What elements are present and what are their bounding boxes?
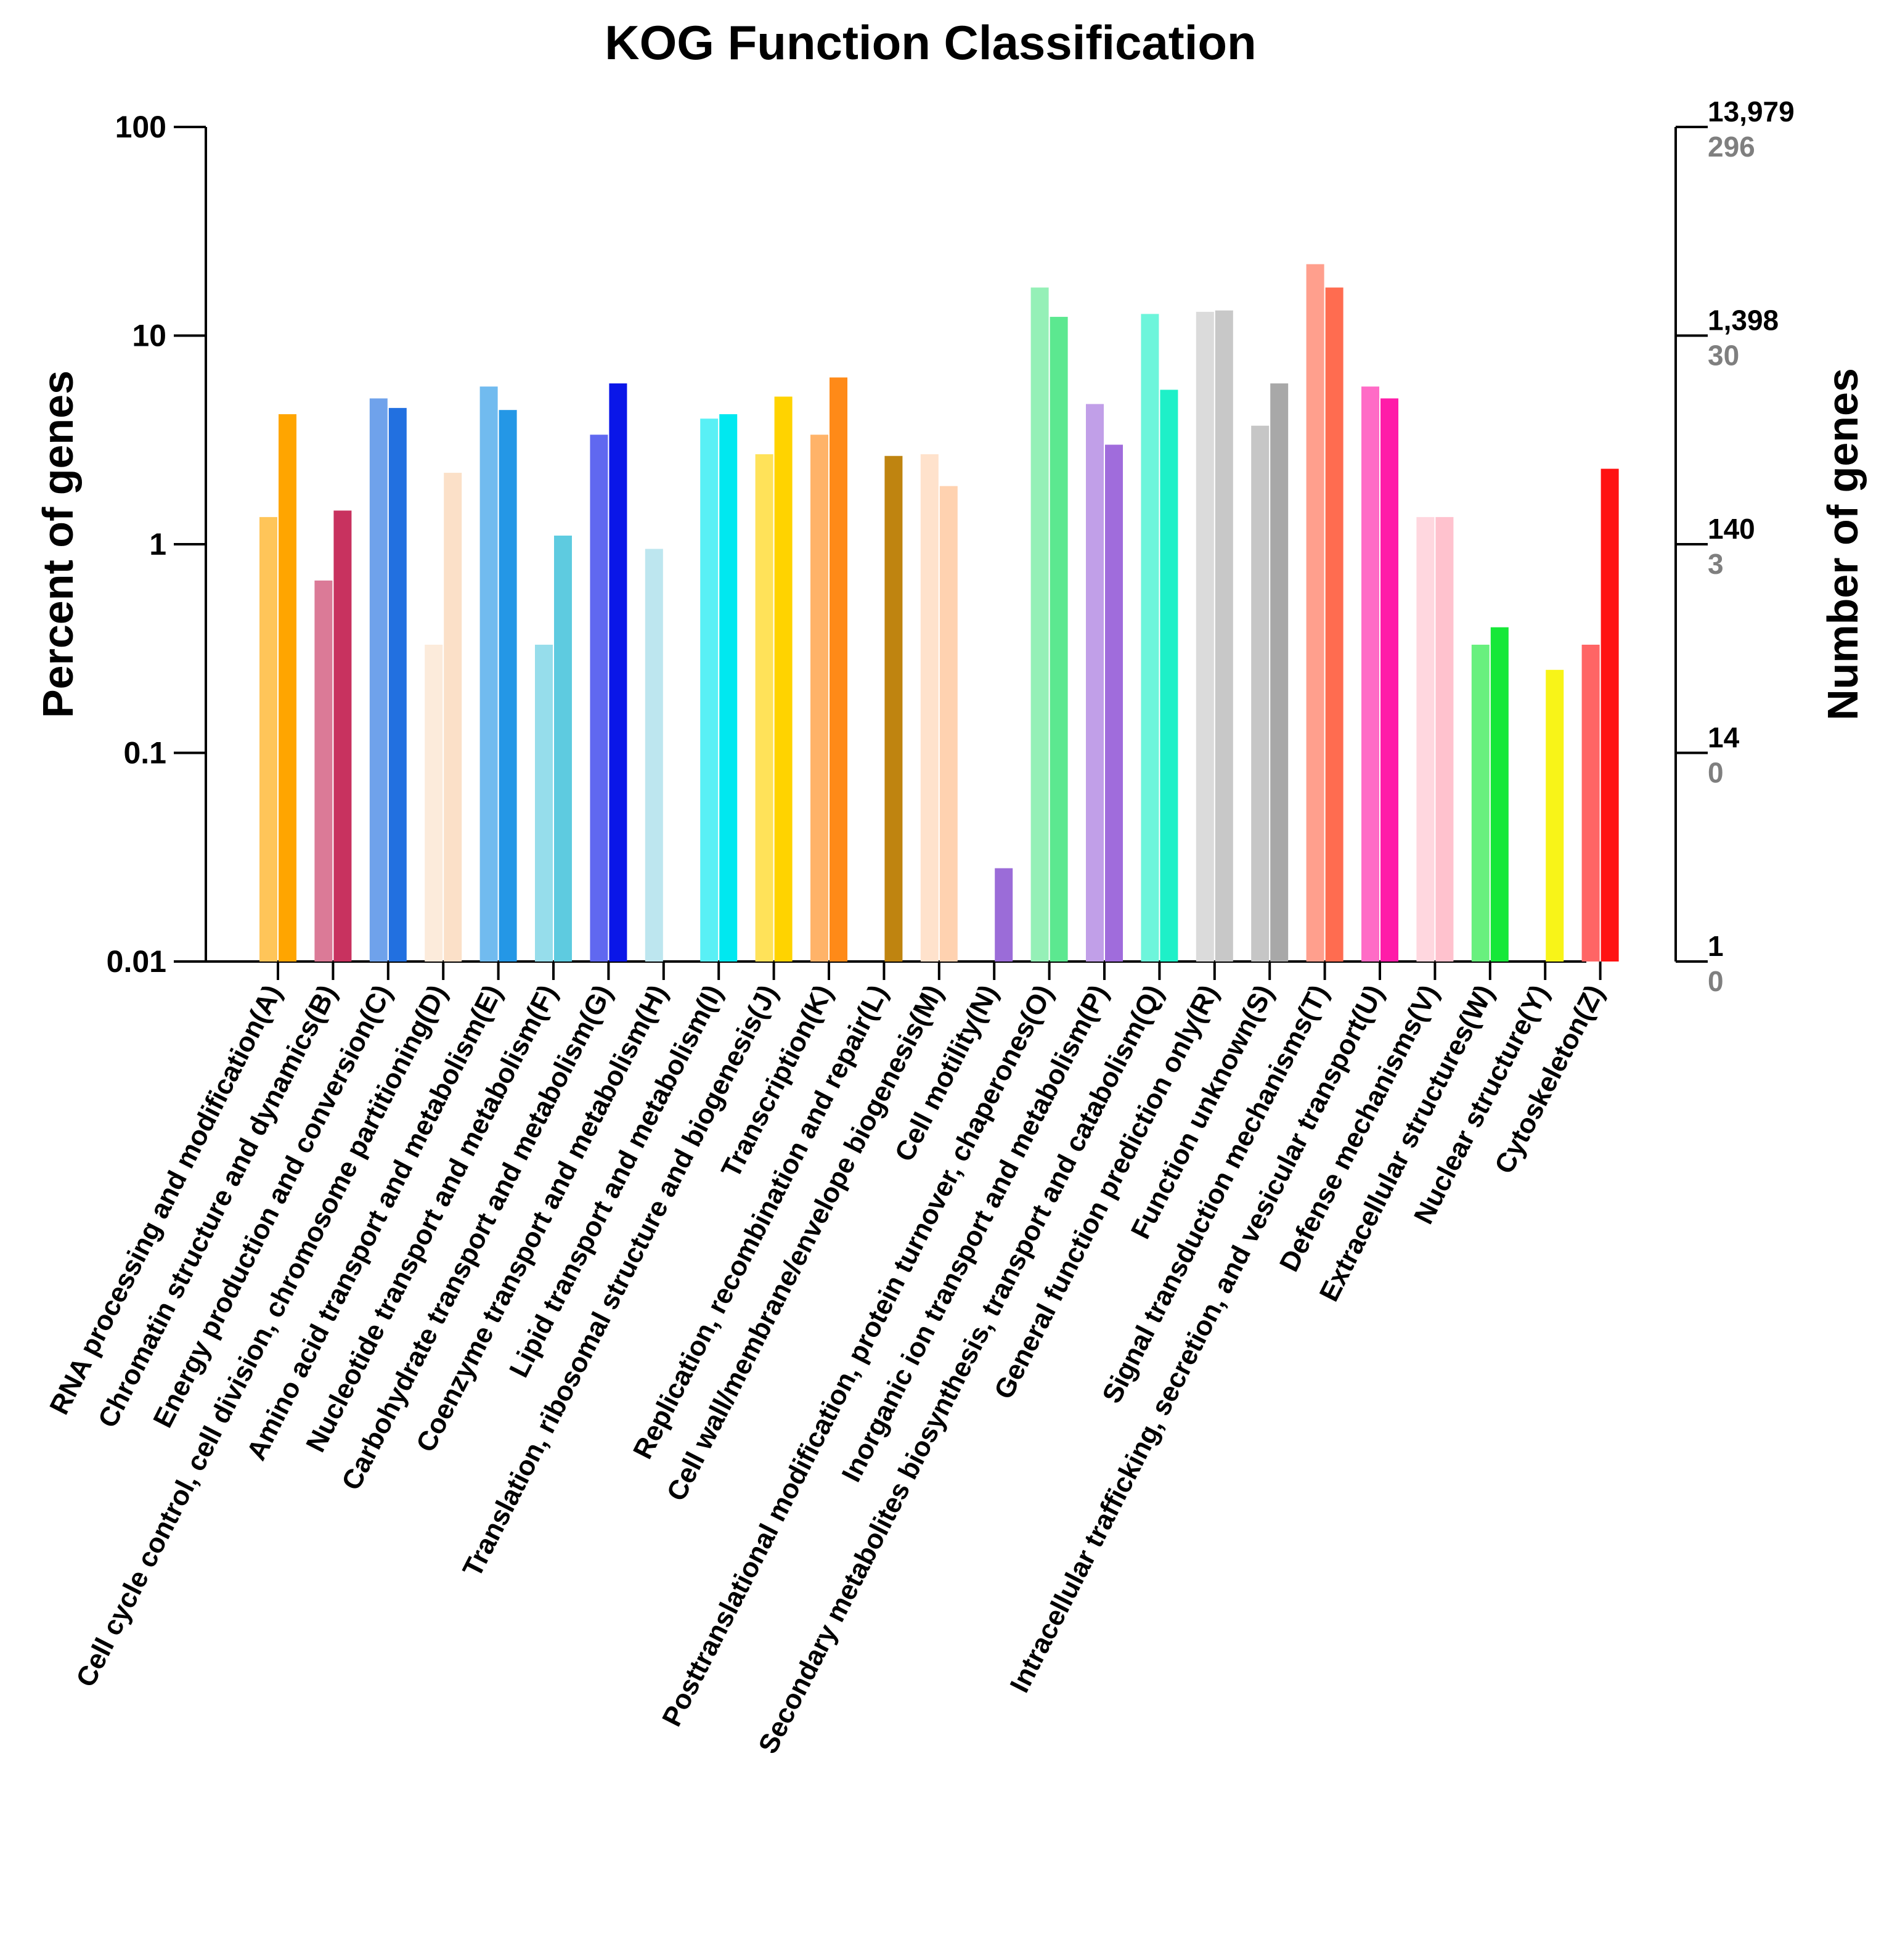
bar-secondary — [830, 377, 847, 962]
bar-primary — [1582, 645, 1600, 962]
bar-secondary — [719, 414, 737, 962]
bar-secondary — [1215, 311, 1233, 962]
right-tick-label-primary: 1 — [1708, 930, 1724, 962]
bar-secondary — [554, 536, 572, 962]
right-tick-label-primary: 140 — [1708, 513, 1755, 545]
bar-secondary — [1491, 627, 1509, 962]
bar-primary — [590, 435, 608, 962]
bar-primary — [480, 386, 498, 962]
left-tick-label: 0.1 — [123, 736, 166, 770]
bar-primary — [1307, 264, 1324, 962]
bar-secondary — [1601, 469, 1619, 962]
right-tick-label-primary: 13,979 — [1708, 96, 1795, 128]
bar-secondary — [1435, 517, 1453, 962]
right-tick-label-secondary: 3 — [1708, 548, 1724, 580]
y-axis-title: Percent of genes — [34, 370, 82, 718]
bar-primary — [1251, 426, 1269, 962]
bar-secondary — [884, 456, 902, 962]
bar-secondary — [995, 868, 1013, 962]
bar-secondary — [1050, 317, 1068, 962]
right-tick-label-secondary: 30 — [1708, 340, 1739, 372]
bar-primary — [314, 581, 332, 962]
kog-chart: KOG Function Classification 0.010.111010… — [0, 0, 1884, 1960]
bar-secondary — [333, 510, 351, 962]
right-tick-label-secondary: 0 — [1708, 965, 1724, 997]
right-y-axis-title: Number of genes — [1819, 368, 1867, 721]
bar-primary — [535, 645, 553, 962]
bar-primary — [810, 435, 828, 962]
bar-primary — [425, 645, 442, 962]
bar-primary — [645, 549, 663, 962]
bar-primary — [1031, 287, 1049, 962]
bar-secondary — [775, 396, 793, 962]
bar-primary — [370, 398, 388, 962]
bar-primary — [921, 454, 939, 962]
left-tick-label: 0.01 — [107, 944, 166, 979]
bar-secondary — [279, 414, 296, 962]
bar-primary — [1361, 386, 1379, 962]
bar-primary — [756, 454, 773, 962]
bar-primary — [700, 419, 718, 962]
bar-primary — [1472, 645, 1490, 962]
bar-secondary — [1160, 390, 1178, 962]
bars — [259, 264, 1619, 962]
bar-primary — [1416, 517, 1434, 962]
left-tick-label: 1 — [149, 527, 166, 561]
bar-secondary — [389, 408, 407, 962]
right-tick-label-secondary: 0 — [1708, 757, 1724, 789]
bar-secondary — [940, 486, 958, 962]
bar-secondary — [1546, 670, 1564, 962]
right-tick-label-secondary: 296 — [1708, 131, 1755, 163]
bar-secondary — [1270, 383, 1288, 962]
x-ticks — [278, 962, 1601, 980]
left-tick-label: 100 — [115, 110, 166, 144]
bar-primary — [1141, 314, 1159, 962]
left-tick-label: 10 — [132, 319, 166, 353]
chart-title: KOG Function Classification — [605, 15, 1256, 70]
right-tick-label-primary: 1,398 — [1708, 304, 1779, 337]
left-y-ticks: 0.01 0.1 1 10 100 — [107, 110, 206, 979]
bar-secondary — [444, 473, 462, 962]
bar-primary — [259, 517, 277, 962]
bar-secondary — [499, 410, 517, 962]
bar-secondary — [1105, 444, 1123, 962]
bar-secondary — [1380, 398, 1398, 962]
right-tick-label-primary: 14 — [1708, 722, 1740, 754]
x-tick-labels: RNA processing and modification(A)Chroma… — [44, 980, 1610, 1758]
bar-primary — [1086, 404, 1104, 962]
bar-secondary — [1326, 287, 1344, 962]
bar-secondary — [609, 383, 627, 962]
bar-primary — [1196, 312, 1214, 962]
